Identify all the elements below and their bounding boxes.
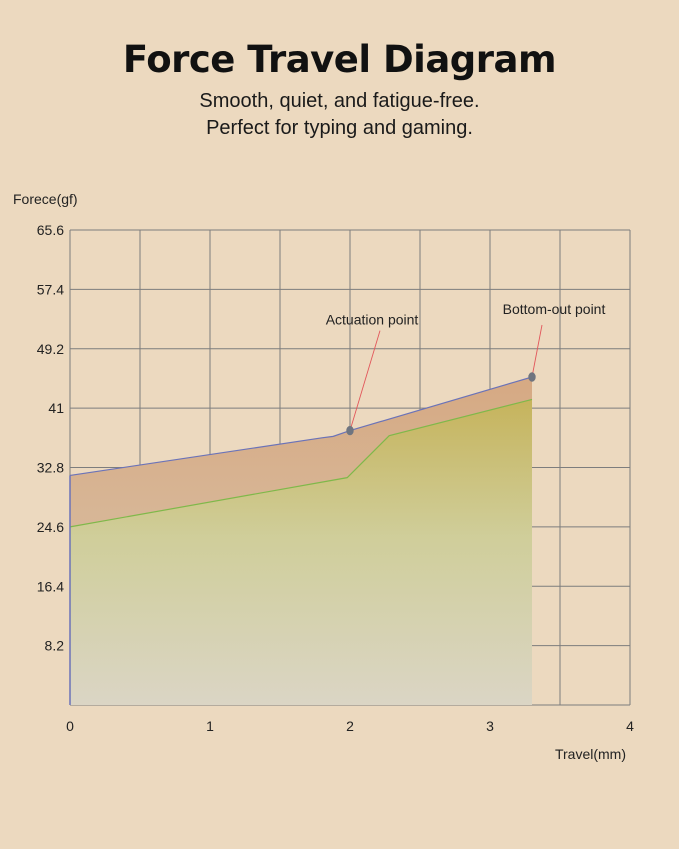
y-tick-label: 41 [48, 400, 64, 416]
annotation-pointer-line [531, 324, 543, 378]
annotation-label: Bottom-out point [503, 301, 606, 317]
y-tick-label: 16.4 [37, 578, 64, 594]
area-series-lower [70, 399, 532, 705]
x-tick-label: 2 [346, 718, 354, 734]
y-tick-label: 49.2 [37, 341, 64, 357]
annotation-pointer-line [349, 330, 381, 431]
annotation-label: Actuation point [326, 312, 419, 328]
x-axis-label: Travel(mm) [555, 746, 626, 762]
y-tick-label: 8.2 [45, 638, 65, 654]
x-tick-label: 3 [486, 718, 494, 734]
y-tick-label: 32.8 [37, 460, 64, 476]
x-tick-label: 1 [206, 718, 214, 734]
y-tick-label: 24.6 [37, 519, 64, 535]
y-axis-label: Forece(gf) [13, 191, 78, 207]
line-series-upper [69, 376, 533, 477]
annotation-marker [528, 372, 536, 382]
chart-title: Force Travel Diagram [122, 38, 557, 81]
chart-subtitle-line-2: Perfect for typing and gaming. [206, 117, 473, 139]
y-tick-label: 57.4 [37, 281, 64, 297]
y-tick-label: 65.6 [37, 222, 64, 238]
x-tick-label: 4 [626, 718, 634, 734]
chart-axes: 8.2 16.4 24.6 32.8 41 49.2 57.4 65.6 0 1 2 3 4 [37, 222, 634, 734]
chart-lines [69, 376, 533, 705]
chart-areas [70, 376, 532, 705]
x-tick-label: 0 [66, 718, 74, 734]
annotation-marker [346, 425, 354, 436]
line-series-lower [69, 398, 533, 528]
chart-subtitle-line-1: Smooth, quiet, and fatigue-free. [199, 90, 480, 112]
chart-annotations: Actuation point Bottom-out point [326, 301, 606, 436]
